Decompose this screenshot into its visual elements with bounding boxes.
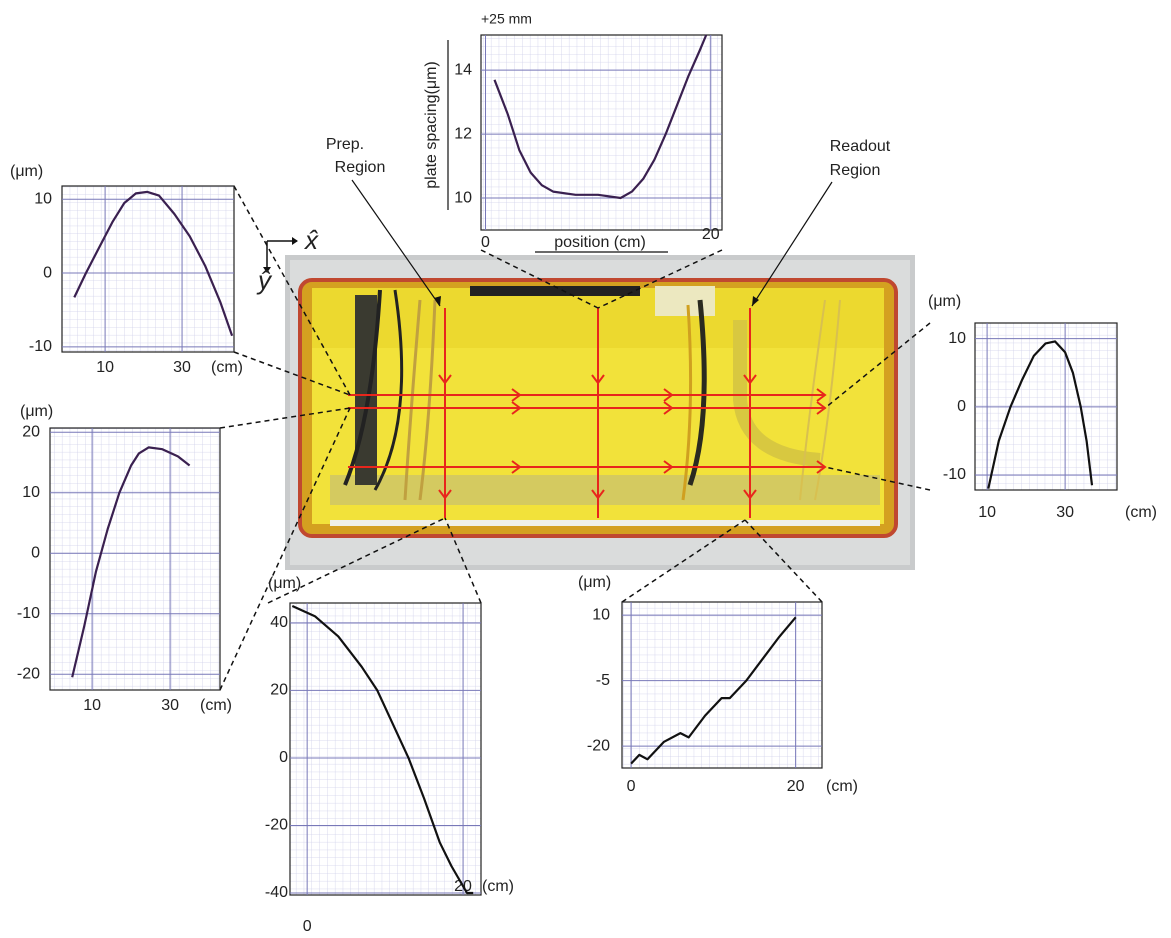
y-tick-label: -20: [587, 737, 610, 754]
y-tick-label: -40: [265, 884, 288, 901]
y-axis-label: (μm): [578, 574, 611, 591]
x-tick-label: 0: [481, 234, 490, 251]
photo: [285, 255, 915, 570]
y-tick-label: 20: [22, 423, 40, 440]
axis-symbol: ŷ: [256, 265, 273, 295]
y-tick-label: 0: [31, 544, 40, 561]
chart: 10 -5 -20 0 20 (μm) (cm): [578, 574, 858, 795]
y-tick-label: -20: [17, 665, 40, 682]
chart: 10 12 14 0 20 plate spacing(μm) position (cm) +…: [423, 11, 723, 251]
data-line: [987, 340, 1094, 489]
x-tick-label: 30: [161, 697, 179, 714]
data-line: [71, 446, 191, 678]
region-label: Readout: [830, 138, 891, 155]
data-line: [73, 190, 234, 337]
plot-area: [621, 601, 823, 769]
y-tick-label: 0: [43, 264, 52, 281]
plot-area: [480, 34, 723, 231]
data-line: [493, 34, 708, 200]
y-tick-label: 14: [454, 61, 472, 78]
y-axis-label: (μm): [20, 403, 53, 420]
y-axis-label: (μm): [10, 163, 43, 180]
y-tick-label: 12: [454, 125, 472, 142]
y-tick-label: -20: [265, 817, 288, 834]
y-tick-label: 10: [22, 484, 40, 501]
x-tick-label: 10: [96, 359, 114, 376]
y-tick-label: 0: [279, 749, 288, 766]
y-tick-label: 10: [454, 189, 472, 206]
plot-area: [289, 602, 482, 896]
x-axis-label: (cm): [482, 878, 514, 895]
x-tick-label: 20: [702, 226, 720, 243]
y-tick-label: -10: [943, 466, 966, 483]
annotation: +25 mm: [481, 11, 532, 27]
x-axis-label: (cm): [826, 778, 858, 795]
x-tick-label: 10: [83, 697, 101, 714]
chart: 10 0 -10 10 30 (μm) (cm): [928, 293, 1157, 521]
y-tick-label: 20: [270, 682, 288, 699]
y-tick-label: -10: [29, 338, 52, 355]
x-axis-label: position (cm): [554, 234, 646, 251]
y-axis-label: (μm): [268, 575, 301, 592]
data-line: [291, 604, 474, 895]
x-axis-label: (cm): [200, 697, 232, 714]
y-tick-label: 10: [592, 606, 610, 623]
x-tick-label: 20: [787, 778, 805, 795]
y-axis-label: (μm): [928, 293, 961, 310]
y-tick-label: 10: [34, 190, 52, 207]
x-tick-label: 0: [303, 918, 312, 935]
chart: 10 0 -10 10 30 (μm) (cm): [10, 163, 243, 376]
region-label: Region: [830, 162, 881, 179]
axis-symbol: x̂: [303, 225, 319, 255]
x-tick-label: 0: [627, 778, 636, 795]
y-tick-label: -10: [17, 605, 40, 622]
y-tick-label: 40: [270, 614, 288, 631]
x-axis-label: (cm): [1125, 504, 1157, 521]
region-label: Prep.: [326, 136, 364, 153]
y-tick-label: 0: [957, 398, 966, 415]
y-tick-label: -5: [596, 672, 610, 689]
x-tick-label: 30: [1056, 504, 1074, 521]
plot-area: [49, 427, 221, 691]
x-tick-label: 30: [173, 359, 191, 376]
x-axis-label: (cm): [211, 359, 243, 376]
region-label: Region: [335, 159, 386, 176]
x-tick-label: 10: [978, 504, 996, 521]
y-tick-label: 10: [948, 330, 966, 347]
chart: 20 10 0 -10 -20 10 30 (μm) (cm): [17, 403, 232, 714]
y-axis-label: plate spacing(μm): [423, 61, 440, 189]
data-line: [630, 616, 797, 765]
